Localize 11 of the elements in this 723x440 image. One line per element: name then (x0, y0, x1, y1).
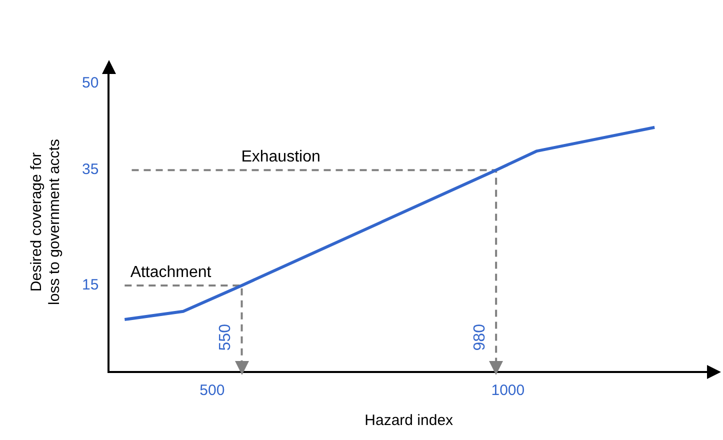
x-tick-label: 1000 (491, 382, 525, 400)
y-tick-label: 50 (82, 74, 99, 92)
annotation: Exhaustion (241, 148, 320, 166)
y-tick-label: 35 (82, 161, 99, 178)
annotation: 550 (217, 324, 234, 351)
x-tick-label: 500 (200, 382, 225, 400)
y-axis-title: Desired coverage for loss to government accts (28, 139, 64, 305)
annotation: Attachment (130, 264, 212, 281)
annotation: 980 (471, 324, 488, 351)
x-axis-title: Hazard index (364, 412, 454, 430)
y-tick-label: 15 (82, 276, 99, 294)
